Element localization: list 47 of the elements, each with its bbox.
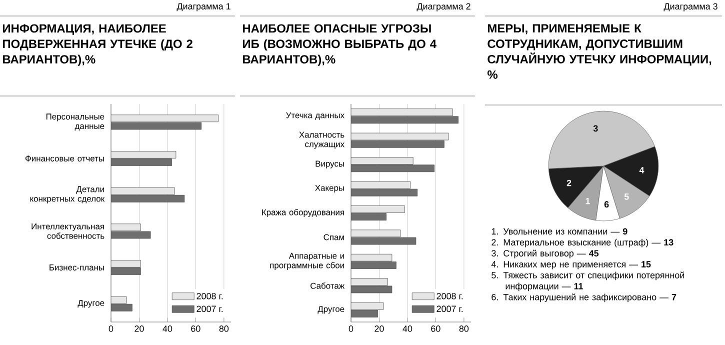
text: 4. Никаких мер не применяется — 15 <box>491 261 651 270</box>
y-tick-label: Аппаратные и программные сбои <box>270 252 344 270</box>
y-tick-label: Саботаж <box>310 282 345 289</box>
x-tick-label: 40 <box>162 326 172 332</box>
chart-title: МЕРЫ, ПРИМЕНЯЕМЫЕ К СОТРУДНИКАМ, ДОПУСТИВШИМ СЛУЧАЙНУЮ УТЕЧКУ ИНФОРМАЦИИ, % <box>488 24 712 79</box>
slice-label: 2 <box>566 180 572 186</box>
slice-label: 5 <box>624 194 629 200</box>
y-tick-label: Хакеры <box>315 184 344 193</box>
text: 3. Строгий выговор — 45 <box>492 250 599 258</box>
x-tick-label: 20 <box>374 326 384 332</box>
text: 2. Материальное взыскание (штраф) — 13 <box>492 238 674 248</box>
x-tick-label: 0 <box>348 326 354 332</box>
slice-label: 1 <box>586 198 590 204</box>
y-tick-label: Другое <box>318 306 344 314</box>
x-tick-label: 60 <box>191 326 200 332</box>
text: 6. Таких нарушений не зафиксировано — 7 <box>492 294 676 302</box>
y-tick-label: Персональные данные <box>46 114 104 131</box>
x-tick-label: 80 <box>459 326 469 332</box>
legend-label: 2008 г. <box>436 292 463 300</box>
x-tick-label: 0 <box>108 326 114 332</box>
text: Диаграмма 2 <box>416 3 470 12</box>
y-tick-label: Детали конкретных сделок <box>30 186 105 204</box>
x-tick-label: 40 <box>402 326 412 332</box>
text: 1. Увольнение из компании — 9 <box>492 228 628 235</box>
legend-label: 2007 г. <box>436 306 463 312</box>
chart-title: НАИБОЛЕЕ ОПАСНЫЕ УГРОЗЫ ИБ (ВОЗМОЖНО ВЫБРАТЬ ДО 4 ВАРИАНТОВ),% <box>243 24 436 66</box>
legend-label: 2007 г. <box>196 306 223 312</box>
y-tick-label: Бизнес-планы <box>50 264 104 270</box>
x-tick-label: 20 <box>134 326 144 332</box>
y-tick-label: Финансовые отчеты <box>25 156 104 162</box>
y-tick-label: Интеллектуальная собственность <box>32 223 104 239</box>
y-tick-label: Кража оборудования <box>262 209 344 217</box>
legend-label: 2008 г. <box>196 292 223 300</box>
slice-label: 4 <box>639 167 644 174</box>
y-tick-label: Другое <box>78 300 104 308</box>
text: 5. Тяжесть зависит от специфики потерянной информации — 11 <box>492 272 684 292</box>
y-tick-label: Спам <box>324 234 344 240</box>
text: Диаграмма 1 <box>176 3 230 12</box>
text: Диаграмма 3 <box>664 3 718 12</box>
x-tick-label: 60 <box>431 326 440 332</box>
y-tick-label: Утечка данных <box>286 112 344 120</box>
slice-label: 6 <box>604 201 609 208</box>
chart-title: ИНФОРМАЦИЯ, НАИБОЛЕЕ ПОДВЕРЖЕННАЯ УТЕЧКЕ (ДО 2 ВАРИАНТОВ),% <box>2 24 192 66</box>
slice-label: 3 <box>593 125 598 132</box>
y-tick-label: Вирусы <box>316 160 344 168</box>
y-tick-label: Халатность служащих <box>299 132 344 149</box>
x-tick-label: 80 <box>219 326 229 332</box>
